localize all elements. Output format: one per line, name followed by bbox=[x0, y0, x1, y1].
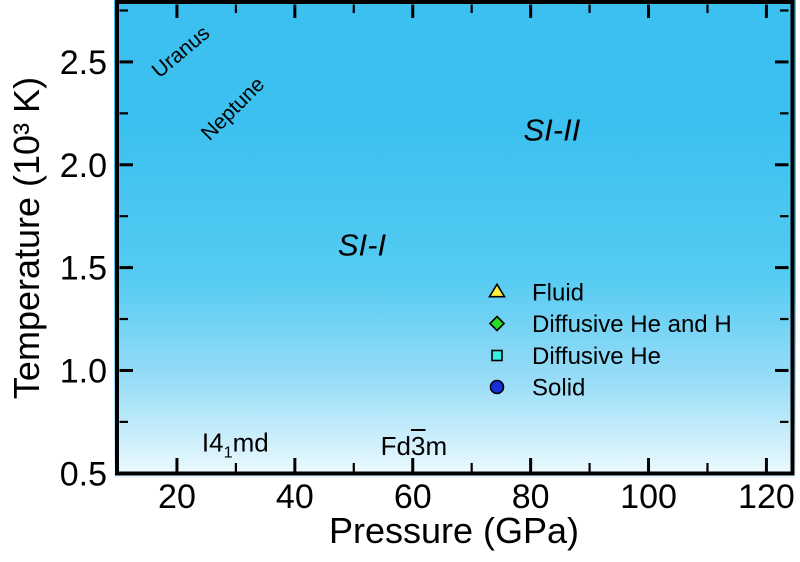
legend-marker-solid bbox=[489, 379, 505, 395]
legend-label-diffusive_he_h: Diffusive He and H bbox=[532, 311, 732, 338]
legend-marker-diffusive_he_h bbox=[488, 315, 506, 332]
region-solid bbox=[114, 0, 796, 478]
y-tick-label: 2.0 bbox=[60, 147, 107, 185]
y-tick-label: 2.5 bbox=[60, 44, 107, 82]
legend-label-fluid: Fluid bbox=[532, 280, 584, 307]
legend-label-solid: Solid bbox=[532, 375, 585, 402]
x-tick-label: 60 bbox=[394, 478, 432, 516]
legend-label-diffusive_he: Diffusive He bbox=[532, 343, 661, 370]
y-tick-label: 1.0 bbox=[60, 352, 107, 390]
legend: Fluid Diffusive He and H Diffusive He Solid bbox=[488, 280, 732, 402]
x-tick-label: 100 bbox=[620, 478, 677, 516]
x-tick-label: 120 bbox=[738, 478, 795, 516]
legend-marker-diffusive_he bbox=[491, 349, 503, 362]
y-tick-label: 0.5 bbox=[60, 455, 107, 493]
legend-marker-fluid bbox=[488, 282, 506, 298]
tick-labels: 20 40 60 80 100 120 0.5 1.0 1.5 2.0 2.5 bbox=[60, 44, 795, 516]
plot-frame bbox=[115, 0, 795, 476]
y-tick-label: 1.5 bbox=[60, 250, 107, 288]
x-tick-label: 40 bbox=[276, 478, 314, 516]
x-tick-label: 80 bbox=[512, 478, 550, 516]
x-tick-label: 20 bbox=[158, 478, 196, 516]
axis-ticks bbox=[119, 4, 789, 475]
